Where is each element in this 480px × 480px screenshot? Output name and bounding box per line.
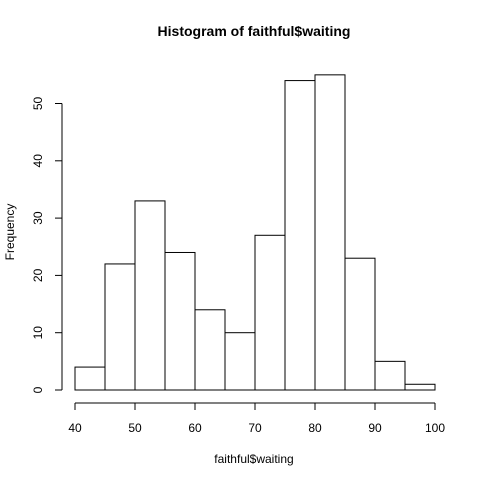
x-tick-label: 90 [368,421,382,435]
histogram-bar-80-85 [314,74,346,391]
histogram-bar-70-75 [254,234,286,391]
y-tick-label: 10 [31,326,45,340]
x-tick-label: 40 [68,421,82,435]
x-axis: 40 50 60 70 80 90 100 [68,402,445,435]
histogram-bar-60-65 [194,309,226,391]
y-tick-label: 30 [31,211,45,225]
histogram-bar-95-100 [404,383,436,391]
x-tick-label: 70 [248,421,262,435]
y-tick-label: 0 [31,386,45,393]
y-axis-label: Frequency [3,204,17,261]
x-axis-label: faithful$waiting [214,452,293,466]
histogram-bar-65-70 [224,332,256,391]
bars-group [74,74,436,391]
histogram-bar-45-50 [104,263,136,391]
x-tick-label: 60 [188,421,202,435]
y-tick-label: 50 [31,97,45,111]
y-tick-label: 20 [31,268,45,282]
x-tick-label: 100 [425,421,445,435]
chart-title: Histogram of faithful$waiting [158,23,351,39]
histogram-bar-40-45 [74,366,106,391]
histogram-bar-85-90 [344,257,376,391]
y-axis: 0 10 20 30 40 50 [31,97,63,393]
x-tick-label: 80 [308,421,322,435]
histogram-bar-55-60 [164,251,196,391]
y-tick-label: 40 [31,154,45,168]
histogram-bar-50-55 [134,200,166,391]
x-tick-label: 50 [128,421,142,435]
histogram-bar-75-80 [284,80,316,391]
histogram-bar-90-95 [374,360,406,391]
